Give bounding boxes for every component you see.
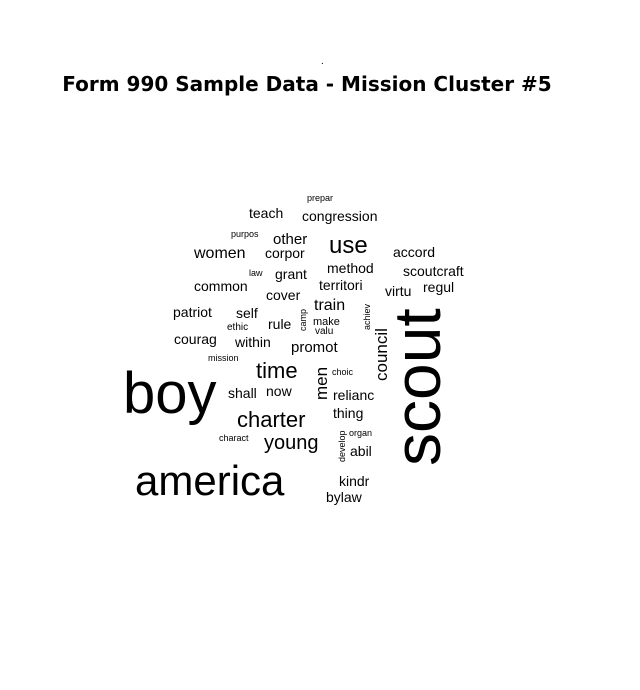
word-promot: promot	[291, 339, 339, 356]
word-mission: mission	[208, 353, 239, 363]
word-courag: courag	[174, 331, 217, 347]
word-organ: organ	[349, 428, 372, 438]
word-abil: abil	[350, 443, 372, 459]
word-patriot: patriot	[173, 304, 212, 320]
word-use: use	[329, 232, 368, 259]
word-achiev: achiev	[362, 303, 372, 330]
word-valu: valu	[315, 326, 333, 337]
word-develop: develop	[337, 430, 347, 462]
word-territori: territori	[319, 277, 363, 293]
word-men: men	[312, 367, 331, 400]
word-virtu: virtu	[385, 283, 411, 299]
word-scoutcraft: scoutcraft	[403, 263, 464, 279]
word-self: self	[236, 305, 258, 321]
word-teach: teach	[249, 205, 283, 221]
word-train: train	[314, 297, 345, 314]
word-america: america	[135, 457, 285, 504]
word-charact: charact	[219, 433, 249, 443]
word-relianc: relianc	[333, 387, 374, 403]
word-council: council	[372, 328, 391, 381]
word-bylaw: bylaw	[326, 489, 363, 505]
word-corpor: corpor	[265, 245, 305, 261]
word-scout: scout	[380, 308, 454, 466]
word-make: make	[313, 316, 340, 328]
word-prepar: prepar	[307, 193, 333, 203]
word-young: young	[264, 432, 319, 454]
word-congression: congression	[302, 208, 378, 224]
word-other: other	[273, 231, 307, 248]
word-ethic: ethic	[227, 322, 248, 333]
title-dot-marker: .	[321, 56, 324, 67]
word-cover: cover	[266, 287, 301, 303]
word-law: law	[249, 268, 263, 278]
word-within: within	[234, 334, 271, 350]
word-accord: accord	[393, 244, 435, 260]
word-regul: regul	[423, 279, 454, 295]
chart-title: Form 990 Sample Data - Mission Cluster #…	[62, 72, 552, 96]
word-women: women	[193, 245, 246, 262]
word-purpos: purpos	[231, 229, 259, 239]
word-now: now	[266, 383, 293, 399]
word-time: time	[256, 358, 298, 383]
word-choic: choic	[332, 367, 354, 377]
word-boy: boy	[123, 361, 217, 426]
word-grant: grant	[275, 266, 307, 282]
word-kindr: kindr	[339, 473, 370, 489]
word-shall: shall	[228, 385, 257, 401]
word-charter: charter	[237, 407, 305, 432]
word-common: common	[194, 278, 248, 294]
word-method: method	[327, 260, 374, 276]
word-thing: thing	[333, 405, 363, 421]
word-camp: camp	[298, 309, 308, 331]
word-rule: rule	[268, 316, 292, 332]
